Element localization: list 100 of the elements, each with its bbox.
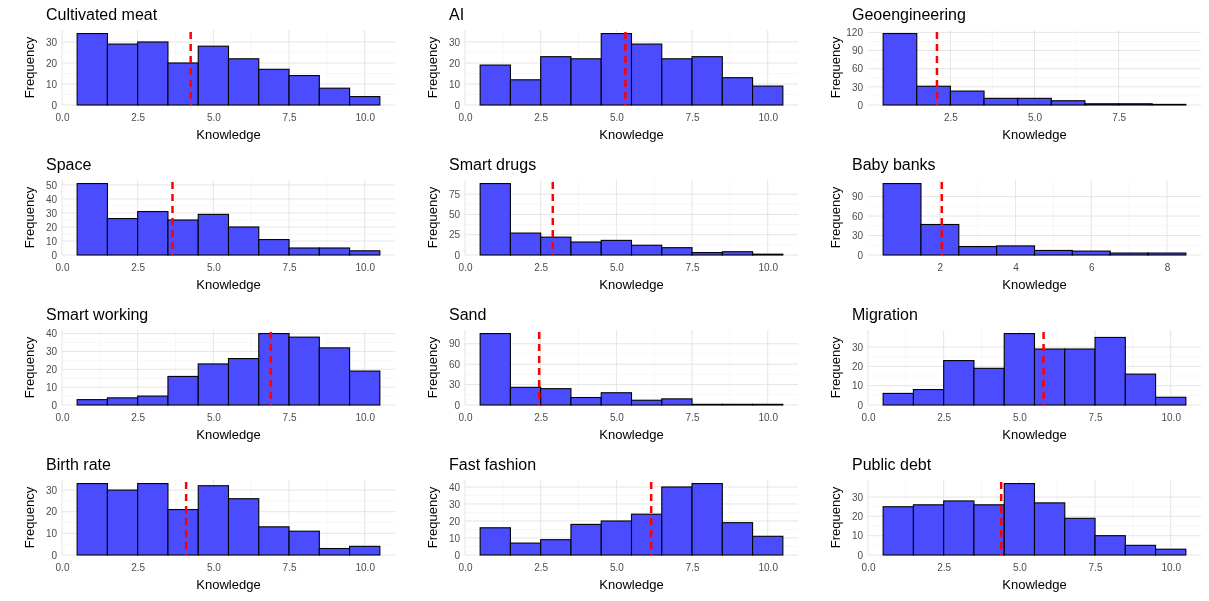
x-tick-label: 10.0 bbox=[758, 562, 779, 574]
x-axis-title: Knowledge bbox=[196, 127, 261, 142]
x-tick-label: 0.0 bbox=[55, 412, 70, 424]
x-tick-label: 5.0 bbox=[206, 412, 222, 424]
y-axis-title: Frequency bbox=[828, 36, 843, 99]
x-tick-label: 2.5 bbox=[131, 112, 146, 124]
x-axis-title: Knowledge bbox=[1002, 277, 1067, 292]
y-axis-title: Frequency bbox=[828, 336, 843, 399]
y-axis-title: Frequency bbox=[22, 36, 37, 99]
y-tick-label: 20 bbox=[448, 515, 461, 527]
x-tick-label: 5.0 bbox=[609, 412, 625, 424]
x-axis-title: Knowledge bbox=[599, 427, 664, 442]
x-tick-label: 8 bbox=[1164, 262, 1171, 274]
y-axis-title: Frequency bbox=[425, 486, 440, 549]
x-tick-label: 7.5 bbox=[282, 562, 297, 574]
y-tick-label: 0 bbox=[51, 399, 58, 411]
x-tick-label: 7.5 bbox=[685, 562, 700, 574]
x-axis-title: Knowledge bbox=[599, 277, 664, 292]
y-tick-label: 20 bbox=[851, 361, 864, 373]
y-tick-label: 30 bbox=[45, 346, 58, 358]
y-tick-label: 10 bbox=[45, 381, 58, 393]
y-tick-label: 50 bbox=[45, 179, 58, 191]
x-tick-label: 2.5 bbox=[534, 262, 549, 274]
x-tick-label: 5.0 bbox=[609, 112, 625, 124]
y-tick-label: 10 bbox=[851, 530, 864, 542]
chart-title: Smart working bbox=[46, 306, 149, 323]
y-tick-label: 75 bbox=[448, 188, 461, 200]
x-tick-label: 2.5 bbox=[534, 562, 549, 574]
x-tick-label: 2.5 bbox=[937, 562, 952, 574]
x-tick-label: 0.0 bbox=[458, 262, 473, 274]
y-tick-label: 0 bbox=[857, 549, 864, 561]
x-tick-label: 10.0 bbox=[758, 112, 779, 124]
y-tick-label: 30 bbox=[448, 379, 461, 391]
x-axis-title: Knowledge bbox=[1002, 127, 1067, 142]
x-tick-label: 7.5 bbox=[685, 262, 700, 274]
x-tick-label: 2.5 bbox=[534, 412, 549, 424]
y-tick-label: 20 bbox=[45, 57, 58, 69]
x-axis-title: Knowledge bbox=[1002, 577, 1067, 592]
y-axis-title: Frequency bbox=[425, 186, 440, 249]
y-tick-label: 30 bbox=[45, 484, 58, 496]
x-tick-label: 4 bbox=[1013, 262, 1020, 274]
y-tick-label: 0 bbox=[857, 249, 864, 261]
y-tick-label: 90 bbox=[448, 338, 461, 350]
x-tick-label: 5.0 bbox=[609, 262, 625, 274]
y-tick-label: 0 bbox=[51, 249, 58, 261]
y-tick-label: 0 bbox=[454, 99, 461, 111]
x-tick-label: 10.0 bbox=[355, 262, 376, 274]
y-tick-label: 90 bbox=[851, 191, 864, 203]
y-tick-label: 30 bbox=[851, 81, 864, 93]
x-tick-label: 7.5 bbox=[282, 112, 297, 124]
y-tick-label: 30 bbox=[851, 491, 864, 503]
x-axis-title: Knowledge bbox=[196, 577, 261, 592]
y-tick-label: 30 bbox=[851, 341, 864, 353]
y-tick-label: 30 bbox=[45, 36, 58, 48]
y-tick-label: 60 bbox=[851, 63, 864, 75]
y-axis-title: Frequency bbox=[22, 486, 37, 549]
y-axis-title: Frequency bbox=[828, 186, 843, 249]
x-tick-label: 7.5 bbox=[282, 412, 297, 424]
y-tick-label: 0 bbox=[857, 399, 864, 411]
y-tick-label: 0 bbox=[454, 399, 461, 411]
x-tick-label: 0.0 bbox=[458, 412, 473, 424]
y-axis-title: Frequency bbox=[425, 36, 440, 99]
y-tick-label: 90 bbox=[851, 45, 864, 57]
y-tick-label: 40 bbox=[45, 328, 58, 340]
y-tick-label: 60 bbox=[448, 358, 461, 370]
y-tick-label: 30 bbox=[448, 36, 461, 48]
y-axis-title: Frequency bbox=[425, 336, 440, 399]
x-tick-label: 0.0 bbox=[458, 112, 473, 124]
x-tick-label: 5.0 bbox=[1012, 412, 1028, 424]
y-tick-label: 10 bbox=[45, 528, 58, 540]
y-tick-label: 0 bbox=[454, 249, 461, 261]
x-tick-label: 7.5 bbox=[1088, 562, 1103, 574]
x-tick-label: 5.0 bbox=[206, 262, 222, 274]
x-axis-title: Knowledge bbox=[599, 127, 664, 142]
chart-title: Baby banks bbox=[852, 156, 936, 173]
chart-title: Sand bbox=[449, 306, 487, 323]
y-axis-title: Frequency bbox=[22, 336, 37, 399]
y-tick-label: 0 bbox=[51, 549, 58, 561]
x-tick-label: 2.5 bbox=[943, 112, 959, 124]
chart-title: AI bbox=[449, 6, 465, 23]
x-tick-label: 10.0 bbox=[355, 562, 376, 574]
x-tick-label: 5.0 bbox=[1012, 562, 1028, 574]
x-tick-label: 6 bbox=[1088, 262, 1095, 274]
chart-title: Space bbox=[46, 156, 92, 173]
x-tick-label: 7.5 bbox=[685, 412, 700, 424]
x-tick-label: 2 bbox=[937, 262, 944, 274]
y-tick-label: 40 bbox=[448, 481, 461, 493]
y-tick-label: 30 bbox=[448, 498, 461, 510]
y-tick-label: 0 bbox=[857, 99, 864, 111]
y-axis-title: Frequency bbox=[22, 186, 37, 249]
x-tick-label: 5.0 bbox=[1028, 112, 1043, 124]
y-tick-label: 120 bbox=[846, 27, 864, 39]
chart-title: Smart drugs bbox=[449, 156, 537, 173]
y-tick-label: 0 bbox=[51, 99, 58, 111]
y-tick-label: 20 bbox=[851, 511, 864, 523]
chart-title: Fast fashion bbox=[449, 456, 537, 473]
x-tick-label: 10.0 bbox=[355, 112, 376, 124]
chart-title: Geoengineering bbox=[852, 6, 966, 23]
x-tick-label: 0.0 bbox=[55, 262, 70, 274]
x-tick-label: 0.0 bbox=[55, 562, 70, 574]
